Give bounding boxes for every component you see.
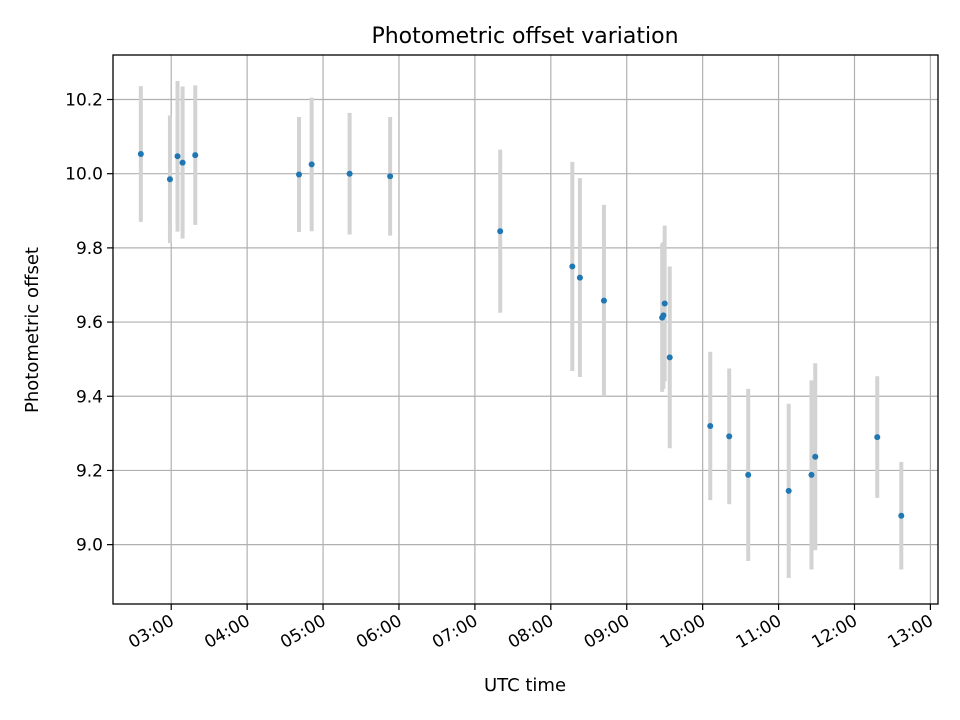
data-point bbox=[174, 153, 181, 160]
data-point bbox=[569, 263, 576, 270]
data-point bbox=[137, 151, 144, 158]
data-point bbox=[166, 176, 173, 183]
x-axis-label: UTC time bbox=[484, 675, 566, 696]
data-point bbox=[726, 433, 733, 440]
data-points bbox=[137, 151, 905, 519]
data-point bbox=[745, 471, 752, 478]
data-point bbox=[874, 434, 881, 441]
data-point bbox=[600, 297, 607, 304]
y-tick-label: 9.2 bbox=[76, 461, 103, 481]
data-point bbox=[179, 159, 186, 166]
y-axis-label: Photometric offset bbox=[22, 247, 43, 413]
data-point bbox=[346, 170, 353, 177]
data-point bbox=[576, 274, 583, 281]
data-point bbox=[192, 152, 199, 159]
y-tick-label: 10.0 bbox=[65, 165, 103, 185]
grid bbox=[113, 55, 938, 604]
data-point bbox=[308, 161, 315, 168]
y-tick-label: 9.8 bbox=[76, 239, 103, 259]
y-tick-label: 9.6 bbox=[76, 313, 103, 333]
data-point bbox=[660, 312, 667, 319]
y-tick-label: 9.4 bbox=[76, 387, 103, 407]
data-point bbox=[812, 453, 819, 460]
data-point bbox=[808, 471, 815, 478]
data-point bbox=[707, 422, 714, 429]
y-tick-label: 10.2 bbox=[65, 91, 103, 111]
data-point bbox=[387, 173, 394, 180]
data-point bbox=[661, 300, 668, 307]
chart-title: Photometric offset variation bbox=[371, 24, 678, 49]
y-tick-label: 9.0 bbox=[76, 536, 103, 556]
data-point bbox=[666, 354, 673, 361]
data-point bbox=[296, 171, 303, 178]
data-point bbox=[785, 487, 792, 494]
y-axis-ticks: 9.0 9.2 9.4 9.6 9.8 10.0 10.2 bbox=[65, 91, 113, 556]
data-point bbox=[497, 228, 504, 235]
plot-frame bbox=[112, 54, 939, 605]
data-point bbox=[898, 512, 905, 519]
